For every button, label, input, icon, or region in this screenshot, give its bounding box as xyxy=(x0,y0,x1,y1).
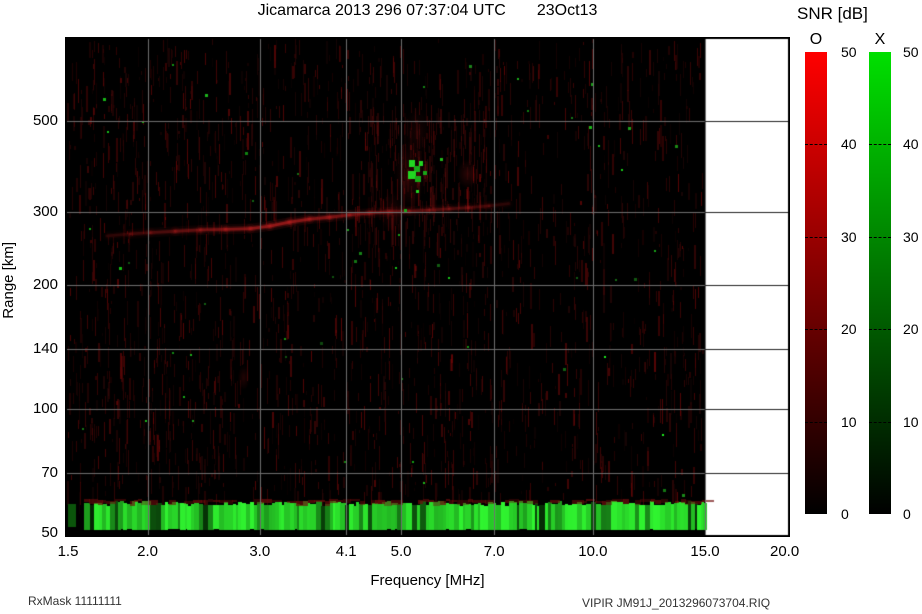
x-axis-title: Frequency [MHz] xyxy=(370,572,485,589)
x-colorbar-tick-0: 0 xyxy=(903,506,911,522)
x-tick-2.0: 2.0 xyxy=(137,543,159,560)
x-tick-15.0: 15.0 xyxy=(690,543,720,560)
y-tick-200: 200 xyxy=(32,275,58,293)
x-colorbar-tick-30: 30 xyxy=(903,228,919,245)
file-id-label: VIPIR JM91J_2013296073704.RIQ xyxy=(582,596,771,610)
x-colorbar-tick-50: 50 xyxy=(903,44,919,60)
y-tick-500: 500 xyxy=(32,112,58,129)
colorbar-tick-dash xyxy=(869,329,891,331)
o-colorbar-tick-40: 40 xyxy=(841,136,857,153)
y-tick-300: 300 xyxy=(32,203,58,221)
o-colorbar-tick-20: 20 xyxy=(841,321,857,338)
x-tick-10.0: 10.0 xyxy=(578,543,608,560)
y-tick-100: 100 xyxy=(32,399,58,417)
colorbar-tick-dash xyxy=(805,144,827,146)
o-mode-colorbar xyxy=(805,52,827,514)
colorbar-tick-dash xyxy=(805,421,827,423)
x-tick-5.0: 5.0 xyxy=(390,543,412,560)
rx-mask-label: RxMask 11111111 xyxy=(28,594,122,608)
colorbar-x-label: X xyxy=(874,31,886,48)
x-colorbar-tick-10: 10 xyxy=(903,413,919,430)
colorbar-tick-dash xyxy=(805,236,827,238)
x-tick-20.0: 20.0 xyxy=(769,543,800,560)
colorbar-tick-dash xyxy=(805,329,827,331)
x-colorbar-tick-20: 20 xyxy=(903,321,919,338)
colorbar-tick-dash xyxy=(869,236,891,238)
x-tick-1.5: 1.5 xyxy=(57,543,79,560)
colorbar-o-label: O xyxy=(809,31,823,48)
plot-title: Jicamarca 2013 296 07:37:04 UTC 23Oct13 xyxy=(257,2,598,19)
y-tick-50: 50 xyxy=(41,524,58,541)
x-tick-3.0: 3.0 xyxy=(249,543,271,560)
y-axis-title: Range [km] xyxy=(0,242,17,319)
y-tick-70: 70 xyxy=(41,463,58,481)
ionogram-plot xyxy=(65,37,790,537)
x-tick-7.0: 7.0 xyxy=(483,543,505,560)
colorbar-tick-dash xyxy=(869,144,891,146)
colorbar-title: SNR [dB] xyxy=(797,4,868,23)
x-colorbar-tick-40: 40 xyxy=(903,136,919,153)
x-tick-4.1: 4.1 xyxy=(335,543,357,560)
o-colorbar-tick-50: 50 xyxy=(841,44,857,60)
colorbar-tick-dash xyxy=(869,421,891,423)
y-tick-140: 140 xyxy=(32,339,58,357)
ionogram-canvas xyxy=(65,37,790,537)
o-colorbar-tick-30: 30 xyxy=(841,228,857,245)
x-mode-colorbar xyxy=(869,52,891,514)
o-colorbar-tick-0: 0 xyxy=(841,506,849,522)
o-colorbar-tick-10: 10 xyxy=(841,413,857,430)
